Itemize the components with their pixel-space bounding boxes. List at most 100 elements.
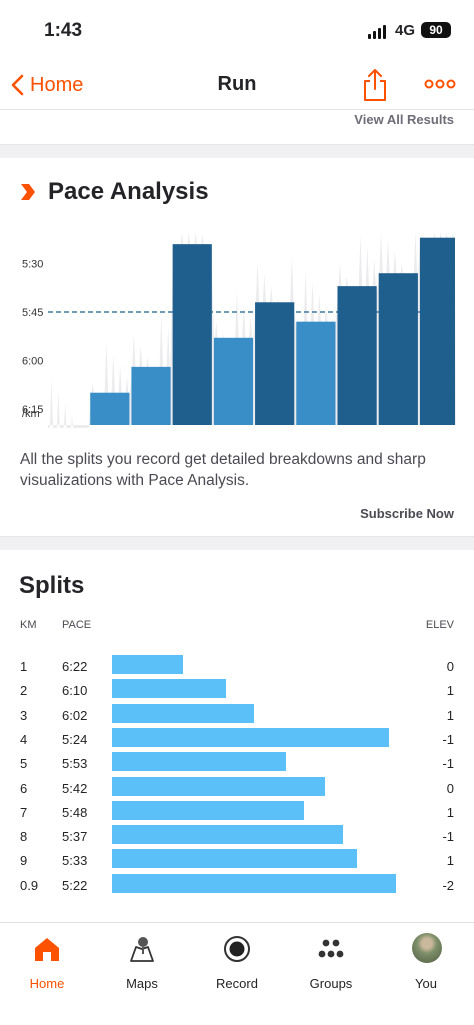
split-row: 3 6:02 1: [0, 703, 474, 728]
back-label: Home: [30, 73, 84, 96]
tab-label: Groups: [309, 976, 353, 991]
record-icon: [224, 936, 250, 962]
y-tick-label: 6:00: [22, 355, 43, 367]
page-title: Run: [217, 73, 257, 95]
split-pace-bar: [112, 655, 183, 674]
pace-analysis-description: All the splits you record get detailed b…: [20, 451, 426, 489]
split-pace-bar: [112, 800, 304, 820]
battery-icon: 90: [421, 22, 451, 38]
back-button[interactable]: Home: [10, 70, 83, 100]
split-km: 0.9: [20, 877, 39, 893]
split-row: 5 5:53 -1: [0, 752, 474, 776]
split-pace: 5:24: [62, 731, 88, 747]
split-pace: 6:10: [62, 683, 88, 699]
split-elev: 1: [446, 804, 454, 820]
split-km: 2: [20, 683, 28, 699]
pace-header: PACE: [62, 619, 92, 631]
pace-analysis-chart: 5:30 5:45 6:00 6:15/km: [22, 232, 456, 428]
pace-bar: [419, 237, 455, 425]
split-row: 8 5:37 -1: [0, 825, 474, 849]
pace-bar: [296, 321, 336, 425]
split-pace-bar: [112, 727, 389, 747]
split-row: 6 5:42 0: [0, 776, 474, 801]
network-type: 4G: [395, 22, 416, 39]
elev-header: ELEV: [425, 619, 454, 631]
split-elev: -1: [442, 731, 454, 747]
split-elev: 0: [446, 659, 454, 674]
split-pace: 5:22: [62, 877, 88, 893]
split-km: 1: [20, 659, 28, 674]
tab-label: Maps: [126, 976, 158, 991]
split-elev: -1: [442, 829, 454, 845]
split-km: 5: [20, 756, 28, 772]
pace-bar: [378, 273, 418, 425]
pace-bar: [337, 286, 377, 425]
split-km: 8: [20, 829, 28, 845]
tab-label: Home: [29, 976, 65, 991]
split-row: 2 6:10 1: [0, 679, 474, 703]
split-pace: 5:37: [62, 829, 88, 845]
section-divider: [0, 536, 474, 550]
share-icon[interactable]: [362, 68, 388, 102]
tab-record[interactable]: Record: [197, 931, 277, 997]
tab-label: Record: [216, 976, 258, 991]
tab-groups[interactable]: Groups: [291, 931, 371, 997]
home-icon: [35, 938, 59, 961]
status-bar: 1:43 4G 90: [0, 0, 474, 60]
split-km: 9: [20, 853, 28, 869]
split-pace-bar: [112, 849, 357, 869]
split-pace-bar: [112, 825, 343, 845]
split-elev: 0: [446, 780, 454, 796]
section-divider: [0, 144, 474, 158]
nav-bar: Home Run: [0, 60, 474, 110]
split-pace-bar: [112, 776, 325, 796]
split-elev: -2: [442, 877, 454, 893]
chevron-left-icon: [11, 74, 24, 96]
pace-bar: [172, 244, 212, 425]
tab-you[interactable]: You: [386, 931, 466, 997]
splits-title: Splits: [19, 572, 85, 599]
split-row: 0.9 5:22 -2: [0, 873, 474, 898]
split-pace: 5:48: [62, 804, 88, 820]
tab-maps[interactable]: Maps: [102, 931, 182, 997]
tab-bar: Home Maps Record Groups You: [0, 922, 474, 1025]
split-pace: 6:02: [62, 707, 88, 723]
split-elev: 1: [446, 853, 454, 869]
status-time: 1:43: [44, 20, 83, 41]
split-pace-bar: [112, 703, 254, 723]
split-elev: 1: [446, 707, 454, 723]
pace-analysis-title: Pace Analysis: [48, 178, 209, 205]
maps-icon: [130, 937, 154, 962]
summit-chevron-icon: [21, 184, 35, 200]
split-row: 4 5:24 -1: [0, 727, 474, 752]
y-tick-label: /km: [22, 408, 40, 420]
more-options-icon[interactable]: [424, 76, 456, 92]
split-km: 4: [20, 731, 28, 747]
split-row: 9 5:33 1: [0, 849, 474, 873]
pace-bar: [213, 337, 254, 425]
split-pace: 5:42: [62, 780, 88, 796]
split-pace: 5:53: [62, 756, 88, 772]
split-km: 3: [20, 707, 28, 723]
split-pace: 5:33: [62, 853, 88, 869]
y-tick-label: 6:15: [22, 404, 43, 416]
groups-icon: [318, 939, 344, 958]
split-pace: 6:22: [62, 659, 88, 674]
split-km: 6: [20, 780, 28, 796]
y-tick-label: 5:30: [22, 259, 43, 271]
km-header: KM: [20, 619, 37, 631]
pace-analysis-header: Pace Analysis: [20, 178, 209, 206]
tab-label: You: [415, 976, 437, 991]
tab-home[interactable]: Home: [7, 931, 87, 997]
split-km: 7: [20, 804, 28, 820]
pace-bar: [131, 366, 171, 425]
signal-icon: [368, 25, 390, 39]
avatar: [412, 933, 442, 963]
split-pace-bar: [112, 679, 226, 699]
pace-bar: [90, 392, 130, 425]
view-all-results-link[interactable]: View All Results: [354, 112, 454, 127]
subscribe-now-link[interactable]: Subscribe Now: [360, 506, 454, 521]
split-row: 7 5:48 1: [0, 800, 474, 825]
pace-bar: [255, 302, 295, 425]
split-pace-bar: [112, 873, 396, 893]
